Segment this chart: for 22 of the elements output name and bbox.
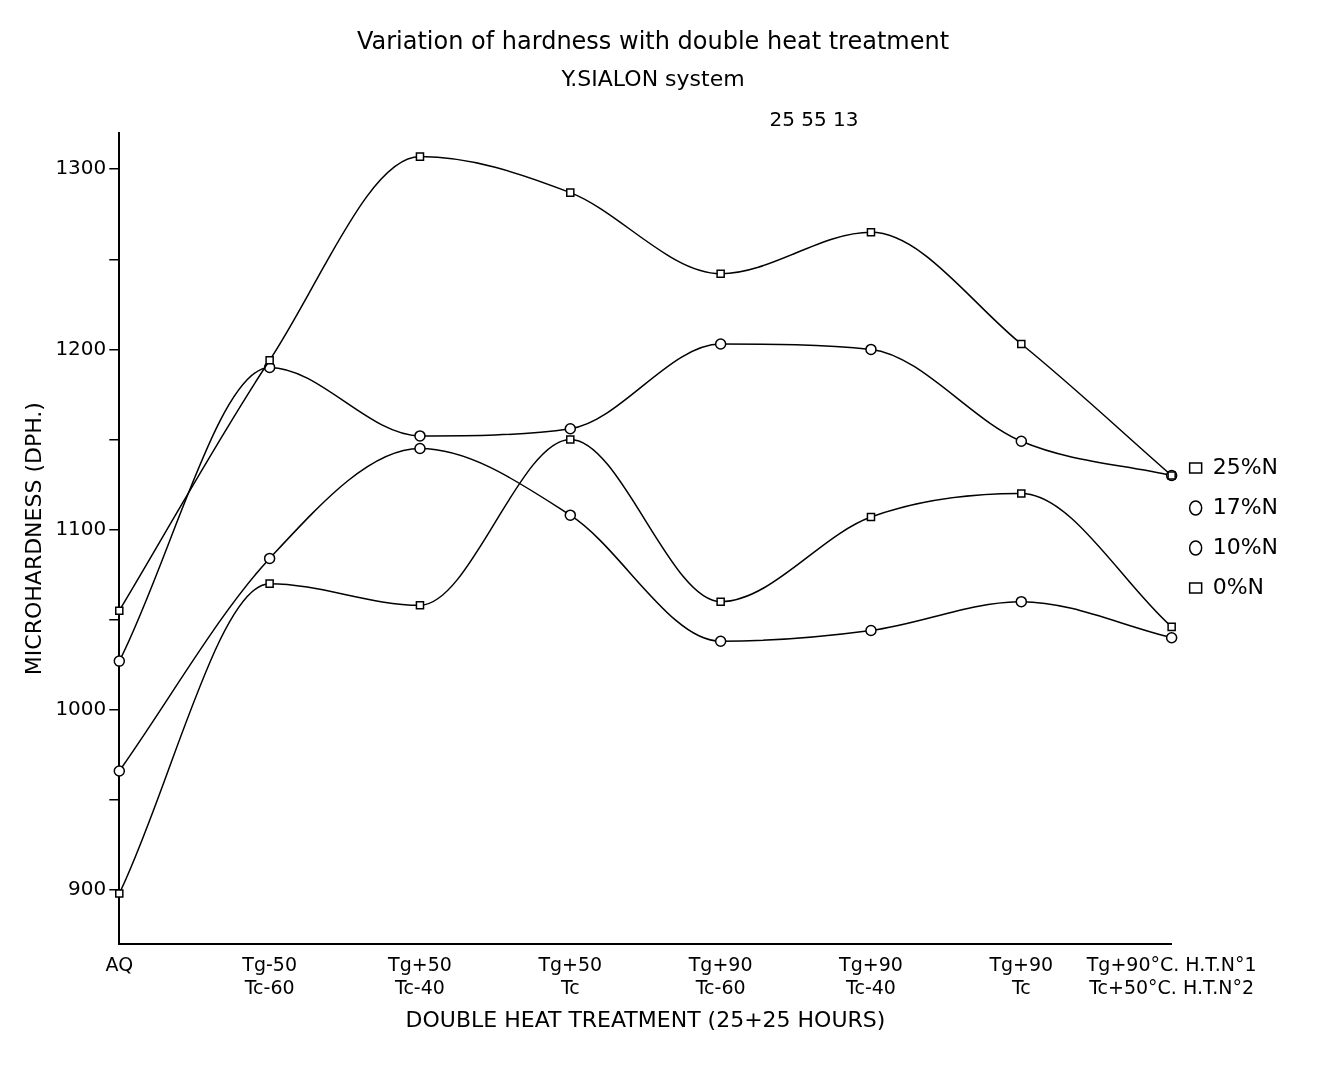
x-tick-label: Tg+90 Tc bbox=[988, 953, 1054, 999]
y-tick-label: 900 bbox=[68, 876, 107, 901]
x-tick-label: Tg-50 Tc-60 bbox=[241, 953, 297, 999]
x-tick-label: Tg+50 Tc bbox=[537, 953, 603, 999]
legend-label: 10%N bbox=[1212, 533, 1278, 559]
y-tick-label: 1300 bbox=[55, 155, 107, 180]
x-tick-label: Tg+50 Tc-40 bbox=[387, 953, 452, 999]
text: 25 55 13 bbox=[769, 107, 859, 131]
chart-subtitle: Y.SIALON system bbox=[560, 65, 745, 91]
x-tick-label: Tg+90 Tc-40 bbox=[838, 953, 903, 999]
x-tick-label: AQ bbox=[105, 953, 134, 976]
y-tick-label: 1100 bbox=[55, 515, 107, 540]
y-tick-label: 1200 bbox=[55, 335, 107, 360]
chart-title: Variation of hardness with double heat treatment bbox=[356, 26, 950, 55]
x-axis-title: DOUBLE HEAT TREATMENT (25+25 HOURS) bbox=[405, 1006, 886, 1032]
legend-label: 17%N bbox=[1212, 493, 1278, 519]
legend-label: 25%N bbox=[1212, 453, 1278, 479]
legend-label: 0%N bbox=[1212, 573, 1264, 599]
y-axis-title: MICROHARDNESS (DPH.) bbox=[20, 402, 46, 676]
x-tick-label: Tg+90°C. H.T.N°1 Tc+50°C. H.T.N°2 bbox=[1085, 953, 1257, 999]
x-tick-label: Tg+90 Tc-60 bbox=[687, 953, 753, 999]
y-tick-label: 1000 bbox=[55, 695, 107, 720]
